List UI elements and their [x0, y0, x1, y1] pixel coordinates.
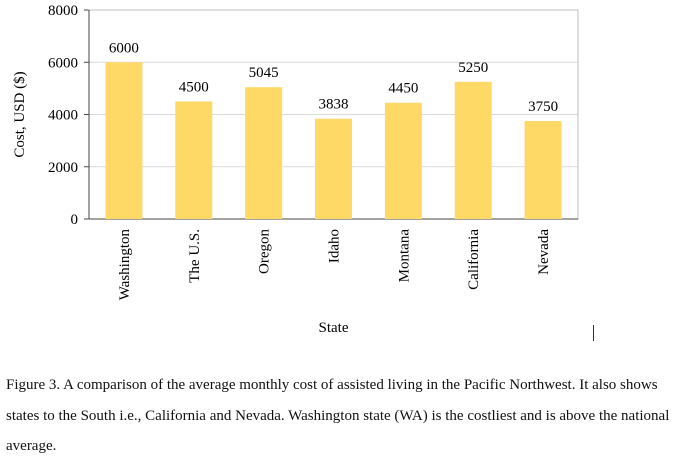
- figure-caption: Figure 3. A comparison of the average mo…: [6, 377, 670, 454]
- bar: [454, 81, 492, 219]
- data-label: 3750: [528, 99, 558, 115]
- y-tick-label: 6000: [48, 55, 78, 71]
- y-tick-label: 4000: [48, 108, 78, 124]
- data-label: 3838: [319, 97, 349, 113]
- bar: [105, 62, 143, 219]
- x-tick-label: Nevada: [536, 229, 552, 275]
- bar-chart: 0 2000 4000 6000 8000 6000 Washington 4500 The U…: [12, 3, 579, 336]
- y-tick-label: 0: [71, 212, 79, 228]
- text-cursor: [593, 325, 594, 341]
- x-tick-label: Oregon: [257, 229, 273, 274]
- bar: [245, 87, 283, 219]
- data-label: 4500: [179, 79, 209, 95]
- y-tick-label: 2000: [48, 160, 78, 176]
- data-label: 5045: [249, 65, 279, 81]
- y-tick-label: 8000: [48, 3, 78, 19]
- bar: [315, 118, 352, 219]
- x-tick-label: The U.S.: [187, 229, 203, 283]
- bar: [524, 121, 562, 219]
- bar: [384, 102, 422, 219]
- x-tick-label: Washington: [117, 229, 133, 301]
- y-axis-label: Cost, USD ($): [12, 71, 28, 157]
- data-label: 6000: [109, 40, 139, 56]
- x-axis-label: State: [319, 320, 349, 336]
- data-label: 4450: [388, 81, 418, 97]
- x-tick-label: Idaho: [327, 229, 343, 263]
- x-tick-label: California: [466, 229, 482, 290]
- x-tick-label: Montana: [396, 229, 412, 283]
- data-label: 5250: [458, 60, 488, 76]
- bar: [175, 101, 213, 219]
